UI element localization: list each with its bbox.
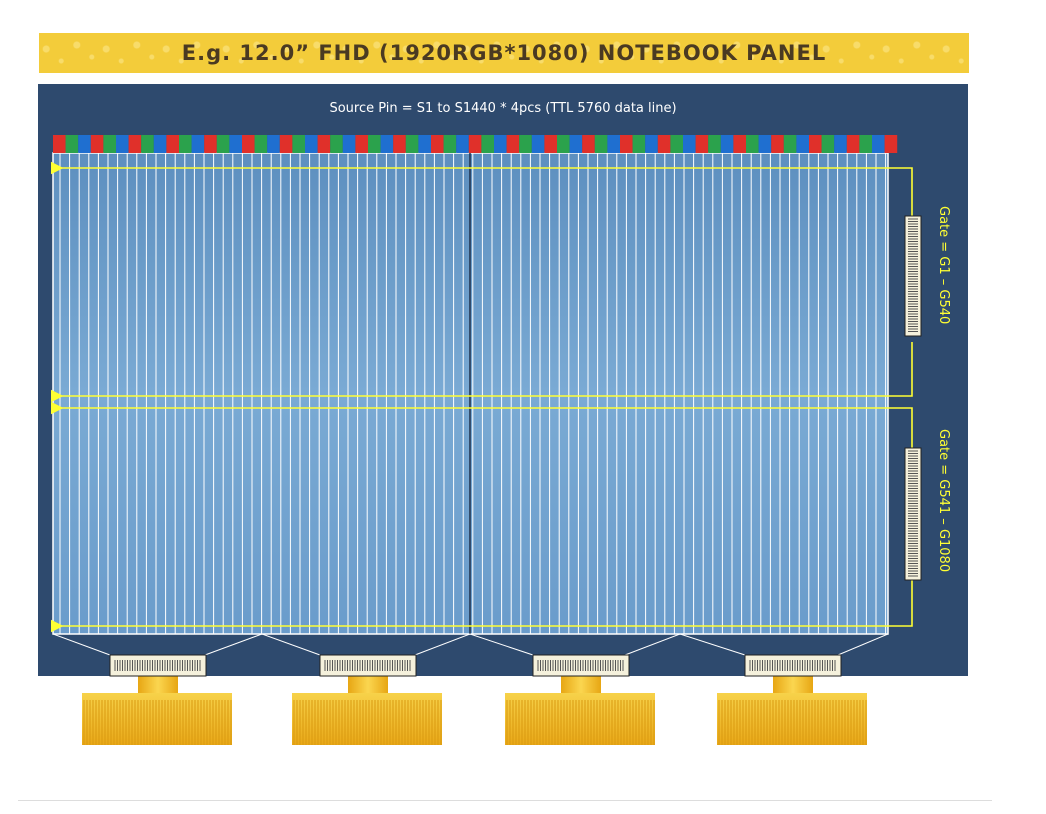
- subpixel: [279, 135, 293, 153]
- subpixel: [746, 135, 759, 153]
- subpixel: [506, 135, 520, 153]
- subpixel: [405, 135, 419, 153]
- source-data-lines: [59, 153, 887, 634]
- subpixel: [821, 135, 835, 153]
- subpixel: [342, 135, 356, 153]
- subpixel: [229, 135, 242, 153]
- subpixel: [330, 135, 343, 153]
- subpixel: [859, 135, 872, 153]
- subpixel: [607, 135, 620, 153]
- subpixel: [695, 135, 709, 153]
- subpixel: [216, 135, 230, 153]
- subpixel: [594, 135, 608, 153]
- subpixel: [179, 135, 192, 153]
- scan-line-g541: [50, 401, 913, 454]
- diagram-title: E.g. 12.0” FHD (1920RGB*1080) NOTEBOOK P…: [181, 41, 827, 65]
- subpixel: [468, 135, 482, 153]
- subpixel: [481, 135, 494, 153]
- subpixel: [872, 135, 885, 153]
- subpixel: [620, 135, 633, 153]
- source-pin-label: Source Pin = S1 to S1440 * 4pcs (TTL 576…: [329, 101, 677, 116]
- subpixel: [242, 135, 255, 153]
- subpixel: [657, 135, 671, 153]
- subpixel: [317, 135, 331, 153]
- subpixel: [153, 135, 167, 153]
- subpixel: [267, 135, 280, 153]
- subpixel: [443, 135, 457, 153]
- subpixel: [569, 135, 583, 153]
- rgb-subpixel-strip: [53, 135, 898, 153]
- gate-chip-upper: [904, 215, 922, 337]
- subpixel: [544, 135, 557, 153]
- subpixel: [582, 135, 595, 153]
- scan-line-g540: [50, 342, 913, 403]
- title-banner: E.g. 12.0” FHD (1920RGB*1080) NOTEBOOK P…: [39, 33, 969, 73]
- subpixel: [141, 135, 154, 153]
- subpixel: [494, 135, 507, 153]
- scan-line-g1: [50, 161, 913, 222]
- source-driver-chips: [82, 654, 867, 745]
- subpixel: [645, 135, 658, 153]
- source-chip-3: [505, 654, 655, 745]
- subpixel: [758, 135, 772, 153]
- subpixel: [632, 135, 646, 153]
- subpixel: [683, 135, 696, 153]
- subpixel: [116, 135, 129, 153]
- subpixel: [796, 135, 809, 153]
- subpixel: [204, 135, 217, 153]
- source-chip-1: [82, 654, 232, 745]
- subpixel: [783, 135, 797, 153]
- gate-driver-chips: [904, 215, 922, 581]
- subpixel: [292, 135, 305, 153]
- subpixel: [191, 135, 205, 153]
- subpixel: [254, 135, 268, 153]
- subpixel: [456, 135, 469, 153]
- subpixel: [368, 135, 381, 153]
- source-chip-4: [717, 654, 867, 745]
- subpixel: [670, 135, 683, 153]
- source-fanout-lines: [52, 633, 889, 656]
- subpixel: [431, 135, 444, 153]
- subpixel: [103, 135, 116, 153]
- subpixel: [65, 135, 79, 153]
- page-divider: [18, 800, 992, 801]
- scan-line-g1080: [50, 576, 913, 633]
- source-chip-2: [292, 654, 442, 745]
- subpixel: [733, 135, 746, 153]
- subpixel: [557, 135, 570, 153]
- gate-scan-lines: [50, 161, 913, 633]
- subpixel: [305, 135, 318, 153]
- subpixel: [53, 135, 66, 153]
- subpixel: [519, 135, 532, 153]
- subpixel: [393, 135, 406, 153]
- subpixel: [531, 135, 545, 153]
- subpixel: [128, 135, 142, 153]
- subpixel: [708, 135, 721, 153]
- subpixel: [355, 135, 368, 153]
- subpixel: [834, 135, 847, 153]
- subpixel: [380, 135, 394, 153]
- subpixel: [166, 135, 179, 153]
- subpixel: [846, 135, 860, 153]
- gate-chip-lower: [904, 447, 922, 581]
- subpixel: [90, 135, 104, 153]
- subpixel: [418, 135, 431, 153]
- subpixel: [884, 135, 898, 153]
- subpixel: [78, 135, 91, 153]
- subpixel: [720, 135, 734, 153]
- subpixel: [771, 135, 784, 153]
- subpixel: [809, 135, 822, 153]
